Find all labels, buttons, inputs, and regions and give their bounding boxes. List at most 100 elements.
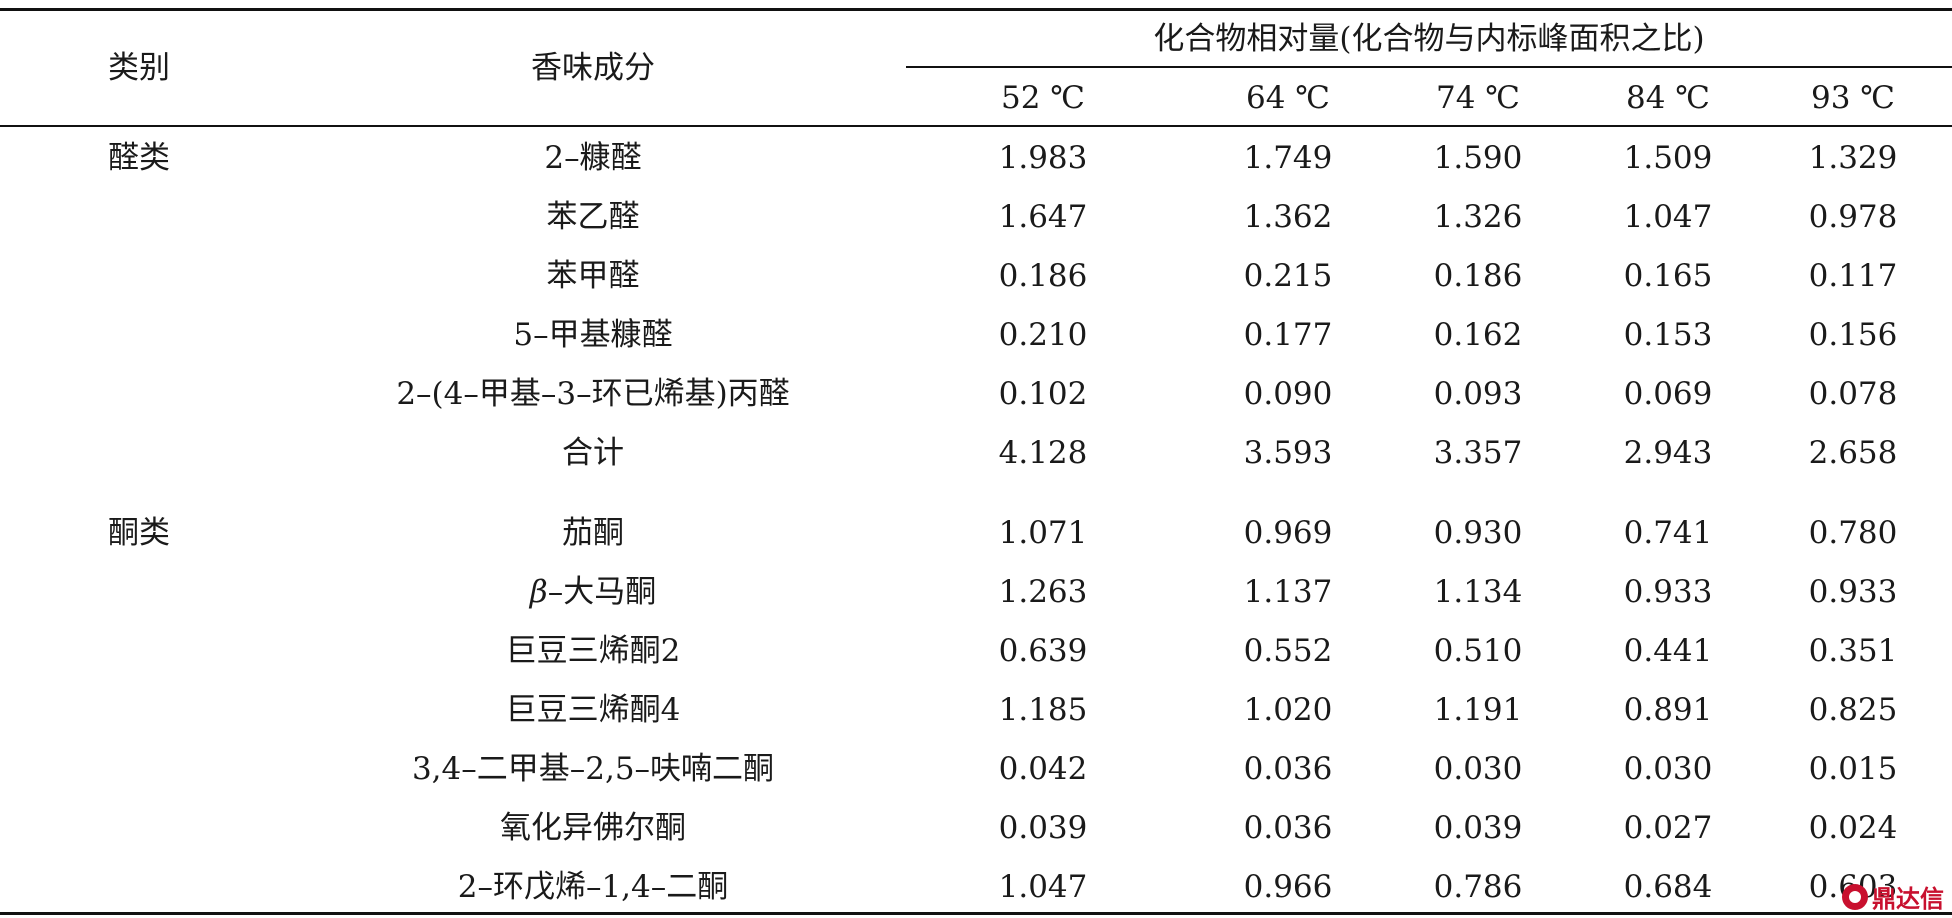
component-name: 氧化异佛尔酮	[500, 810, 686, 846]
row-value: 0.825	[1808, 692, 1898, 728]
row-value: 0.093	[1433, 376, 1523, 412]
row-value: 0.215	[1243, 258, 1333, 294]
component-name: 茄酮	[562, 515, 624, 551]
row-value: 0.156	[1808, 317, 1898, 353]
row-value: 1.134	[1433, 574, 1523, 610]
component-name: 3,4–二甲基–2,5–呋喃二酮	[411, 751, 775, 787]
row-value: 0.027	[1623, 810, 1713, 846]
row-value: 1.191	[1433, 692, 1523, 728]
header-category: 类别	[108, 50, 170, 86]
row-component: 2–糠醛	[544, 138, 641, 178]
component-name: 2–环戊烯–1,4–二酮	[457, 869, 729, 905]
row-value: 0.552	[1243, 633, 1333, 669]
row-value: 0.351	[1808, 633, 1898, 669]
row-value: 0.930	[1433, 515, 1523, 551]
row-value: 0.024	[1808, 810, 1898, 846]
component-name: 苯甲醛	[546, 258, 640, 294]
row-value: 0.210	[998, 317, 1088, 353]
row-value: 1.326	[1433, 199, 1523, 235]
row-value: 1.749	[1243, 140, 1333, 176]
row-value: 0.741	[1623, 515, 1713, 551]
component-name: 2–糠醛	[544, 140, 642, 176]
row-value: 1.263	[998, 574, 1088, 610]
row-value: 0.186	[998, 258, 1088, 294]
row-value: 0.090	[1243, 376, 1333, 412]
row-value: 0.036	[1243, 751, 1333, 787]
row-component: β–大马酮	[530, 572, 656, 612]
component-greek-prefix: β	[529, 574, 548, 610]
component-name: 巨豆三烯酮2	[505, 633, 681, 669]
row-value: 1.329	[1808, 140, 1898, 176]
component-name: 5–甲基糠醛	[513, 317, 673, 353]
row-value: 1.362	[1243, 199, 1333, 235]
row-value: 2.658	[1808, 435, 1898, 471]
row-value: 2.943	[1623, 435, 1713, 471]
row-value: 0.441	[1623, 633, 1713, 669]
component-name: 合计	[562, 435, 624, 471]
watermark-text: 鼎达信	[1872, 885, 1944, 913]
row-component: 苯乙醛	[547, 197, 640, 237]
row-value: 0.102	[998, 376, 1088, 412]
row-component: 合计	[562, 433, 624, 473]
header-temp-84: 84 ℃	[1626, 80, 1710, 116]
row-component: 巨豆三烯酮4	[506, 690, 681, 730]
row-value: 1.137	[1243, 574, 1333, 610]
row-value: 0.639	[998, 633, 1088, 669]
row-category: 醛类	[108, 140, 170, 176]
row-component: 2–(4–甲基–3–环已烯基)丙醛	[396, 374, 789, 414]
header-temp-74: 74 ℃	[1436, 80, 1520, 116]
row-value: 1.071	[998, 515, 1088, 551]
group-header-rule	[906, 66, 1952, 68]
row-value: 1.590	[1433, 140, 1523, 176]
row-value: 4.128	[998, 435, 1088, 471]
row-value: 3.357	[1433, 435, 1523, 471]
row-value: 0.177	[1243, 317, 1333, 353]
component-name: 2–(4–甲基–3–环已烯基)丙醛	[396, 376, 790, 412]
watermark-logo: 鼎达信	[1842, 879, 1944, 914]
row-value: 0.510	[1433, 633, 1523, 669]
row-value: 0.039	[1433, 810, 1523, 846]
row-value: 0.786	[1433, 869, 1523, 905]
row-value: 0.117	[1808, 258, 1898, 294]
row-component: 巨豆三烯酮2	[506, 631, 681, 671]
row-value: 0.966	[1243, 869, 1333, 905]
row-component: 氧化异佛尔酮	[500, 808, 686, 848]
row-value: 1.185	[998, 692, 1088, 728]
component-name: 巨豆三烯酮4	[505, 692, 681, 728]
row-value: 0.069	[1623, 376, 1713, 412]
row-value: 0.030	[1623, 751, 1713, 787]
row-value: 0.015	[1808, 751, 1898, 787]
row-value: 0.933	[1808, 574, 1898, 610]
row-value: 1.509	[1623, 140, 1713, 176]
component-name: –大马酮	[547, 574, 657, 610]
row-value: 0.186	[1433, 258, 1523, 294]
row-value: 0.780	[1808, 515, 1898, 551]
row-component: 3,4–二甲基–2,5–呋喃二酮	[412, 749, 774, 789]
row-value: 0.039	[998, 810, 1088, 846]
row-component: 5–甲基糠醛	[513, 315, 672, 355]
row-value: 0.978	[1808, 199, 1898, 235]
row-value: 0.969	[1243, 515, 1333, 551]
row-value: 0.036	[1243, 810, 1333, 846]
row-value: 0.153	[1623, 317, 1713, 353]
row-value: 0.078	[1808, 376, 1898, 412]
table-bottom-rule	[0, 912, 1952, 915]
header-temp-93: 93 ℃	[1811, 80, 1895, 116]
row-value: 1.983	[998, 140, 1088, 176]
row-component: 茄酮	[562, 513, 624, 553]
row-value: 0.684	[1623, 869, 1713, 905]
component-name: 苯乙醛	[546, 199, 640, 235]
row-value: 1.047	[998, 869, 1088, 905]
row-category: 酮类	[108, 515, 170, 551]
watermark-icon	[1842, 883, 1868, 910]
row-value: 0.933	[1623, 574, 1713, 610]
row-value: 0.042	[998, 751, 1088, 787]
row-value: 1.647	[998, 199, 1088, 235]
header-temp-52: 52 ℃	[1001, 80, 1085, 116]
header-bottom-rule	[0, 125, 1952, 127]
row-value: 1.020	[1243, 692, 1333, 728]
header-temp-64: 64 ℃	[1246, 80, 1330, 116]
row-component: 苯甲醛	[547, 256, 640, 296]
row-value: 0.030	[1433, 751, 1523, 787]
